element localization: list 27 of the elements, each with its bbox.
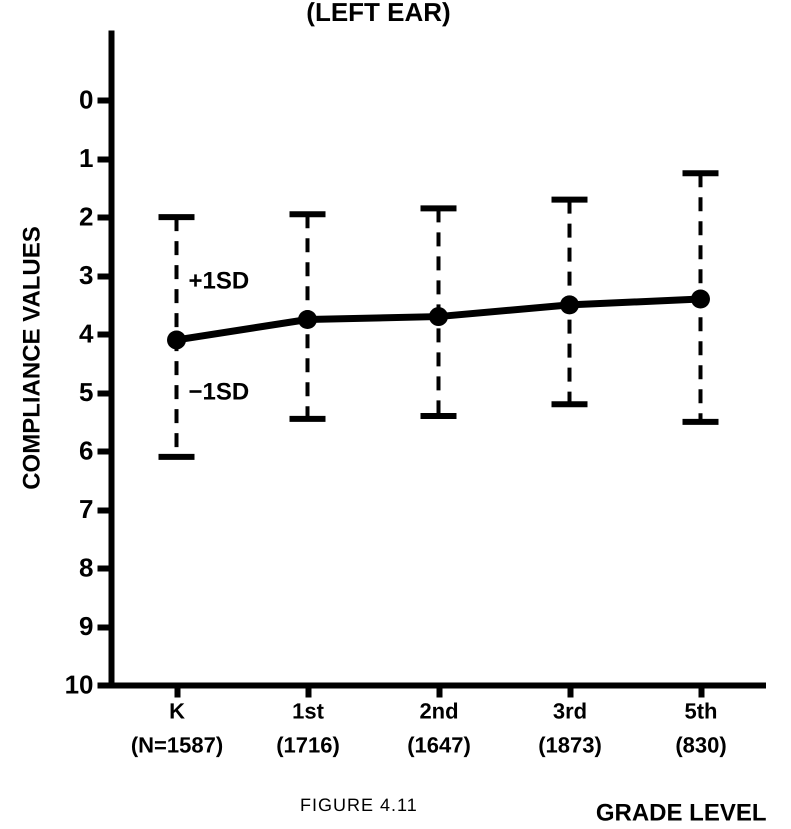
chart-title: (LEFT EAR) [306, 0, 451, 27]
y-tick-label: 5 [79, 377, 94, 408]
x-tick-label: 1st (1716) [276, 698, 340, 758]
y-tick-label: 3 [79, 260, 94, 290]
y-tick-label: 0 [79, 84, 94, 115]
y-tick-label: 6 [79, 436, 94, 466]
y-tick-label: 2 [79, 202, 94, 232]
y-tick-label: 8 [79, 552, 94, 583]
point [429, 307, 448, 326]
annotation: +1SD [188, 267, 250, 294]
caption: FIGURE 4.11 [300, 795, 418, 816]
x-axis-title: GRADE LEVEL [596, 800, 766, 826]
point [560, 295, 579, 314]
x-tick-label: K (N=1587) [130, 698, 224, 758]
x-tick-label: 5th (830) [675, 698, 727, 758]
y-tick-label: 9 [79, 611, 94, 642]
point [298, 310, 317, 329]
point [167, 330, 186, 350]
y-tick-label: 1 [79, 143, 94, 174]
annotation: −1SD [188, 378, 250, 406]
x-tick-label: 3rd (1873) [538, 698, 602, 758]
y-tick-label: 10 [64, 670, 94, 700]
y-axis-title: COMPLIANCE VALUES [18, 226, 46, 490]
y-tick-label: 7 [79, 494, 94, 524]
y-tick-label: 4 [79, 318, 94, 349]
x-tick-label: 2nd (1647) [407, 698, 471, 758]
point [691, 290, 710, 308]
